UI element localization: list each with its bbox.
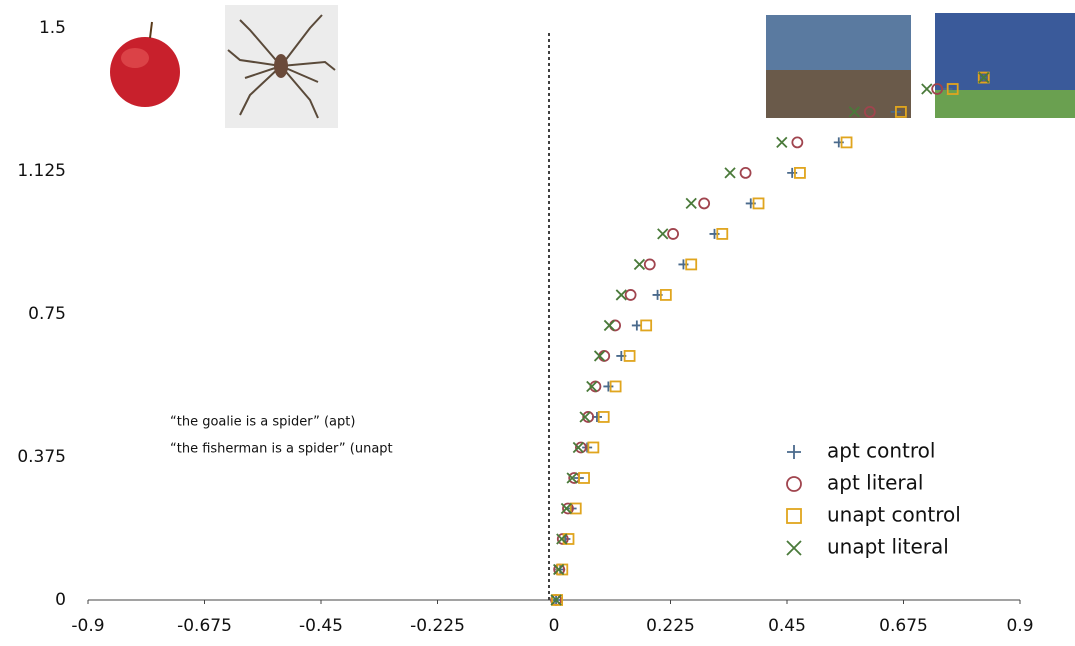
legend-label: apt literal [827, 471, 923, 495]
pictures [110, 5, 1075, 128]
marker-cross [634, 259, 644, 269]
marker-circle [699, 198, 709, 208]
annotation: “the fisherman is a spider” (unapt [170, 442, 393, 457]
marker-circle [792, 137, 802, 147]
legend-marker [787, 477, 801, 491]
x-tick-label: -0.9 [71, 616, 104, 636]
y-tick-label: 0 [55, 590, 66, 610]
y-tick-label: 1.5 [39, 18, 66, 38]
apple-stem [150, 22, 152, 38]
y-tick-label: 1.125 [17, 161, 66, 181]
marker-circle [626, 290, 636, 300]
legend-label: unapt control [827, 503, 961, 527]
x-tick-label: -0.225 [410, 616, 465, 636]
chart: “the goalie is a spider” (apt) “the fish… [0, 0, 1075, 646]
marker-square [641, 320, 651, 330]
legend-marker [787, 541, 801, 555]
marker-cross [777, 137, 787, 147]
x-tick-label: 0.225 [646, 616, 695, 636]
marker-cross [658, 229, 668, 239]
marker-circle [741, 168, 751, 178]
apple-highlight [121, 48, 149, 68]
legend-marker [787, 509, 801, 523]
y-tick-label: 0.375 [17, 447, 66, 467]
x-tick-label: 0 [549, 616, 560, 636]
marker-cross [922, 84, 932, 94]
x-tick-label: 0.675 [879, 616, 928, 636]
spider-body [274, 54, 288, 78]
fisherman-ground [766, 70, 911, 118]
x-tick-label: -0.675 [177, 616, 232, 636]
marker-cross [604, 320, 614, 330]
marker-circle [645, 259, 655, 269]
marker-cross [725, 168, 735, 178]
marker-cross [686, 198, 696, 208]
annotation: “the goalie is a spider” (apt) [170, 415, 355, 430]
legend-marker [787, 445, 801, 459]
legend-label: apt control [827, 439, 935, 463]
y-tick-label: 0.75 [28, 304, 66, 324]
marker-circle [668, 229, 678, 239]
x-tick-label: 0.9 [1006, 616, 1033, 636]
marker-plus [603, 381, 613, 391]
x-tick-label: -0.45 [299, 616, 343, 636]
marker-circle [610, 320, 620, 330]
legend-label: unapt literal [827, 535, 949, 559]
apple-image [110, 37, 180, 107]
x-tick-label: 0.45 [768, 616, 806, 636]
